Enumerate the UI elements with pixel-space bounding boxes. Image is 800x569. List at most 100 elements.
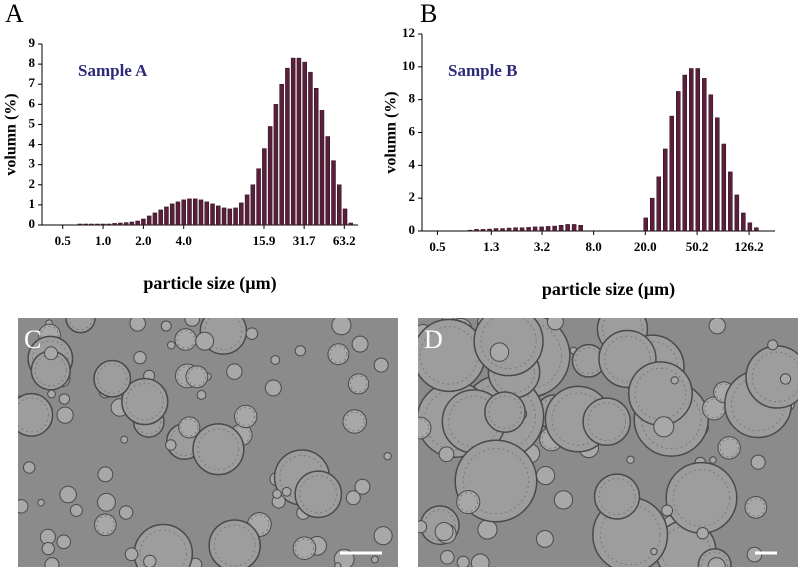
droplet [331, 318, 352, 336]
bar [682, 74, 688, 232]
droplet-inner [96, 515, 115, 534]
droplet [708, 318, 726, 335]
droplet [593, 473, 641, 520]
droplet [342, 409, 367, 434]
y-tick-label: 0 [409, 222, 416, 237]
bar [100, 223, 106, 226]
droplet-inner [458, 492, 478, 512]
annotation: Sample A [78, 61, 148, 80]
droplet [354, 478, 371, 495]
bar [141, 218, 146, 226]
droplet [18, 392, 54, 437]
bar [285, 67, 290, 226]
droplet-inner [34, 354, 67, 387]
bar [643, 217, 648, 232]
droplet [44, 557, 60, 567]
droplet [234, 404, 258, 429]
droplet [178, 416, 201, 439]
droplet-inner [294, 538, 315, 558]
bar [239, 202, 244, 226]
droplet-inner [701, 551, 729, 567]
droplet [779, 373, 792, 385]
bar [135, 220, 140, 226]
droplet [56, 534, 71, 550]
droplet [744, 495, 768, 519]
droplet [351, 335, 369, 353]
micrograph [18, 318, 398, 567]
bar [279, 83, 284, 226]
droplet-inner [139, 529, 188, 567]
droplet-inner [299, 475, 338, 514]
droplet [22, 461, 36, 474]
bar [552, 225, 557, 232]
droplet [226, 363, 243, 380]
droplet [650, 547, 658, 556]
droplet [93, 359, 132, 398]
y-tick-label: 2 [29, 176, 36, 191]
droplet [626, 455, 635, 464]
droplet [370, 555, 379, 564]
droplet [750, 454, 766, 470]
droplet [65, 318, 96, 334]
y-tick-label: 10 [402, 58, 415, 73]
bar [262, 148, 267, 226]
bar [106, 223, 112, 226]
bar [273, 104, 279, 226]
droplet-inner [180, 418, 199, 437]
y-tick-label: 6 [29, 95, 36, 110]
bar [331, 160, 336, 226]
x-tick-label: 4.0 [176, 233, 192, 248]
bar [152, 212, 158, 226]
y-tick-label: 2 [409, 189, 416, 204]
droplet [327, 343, 350, 366]
droplet [745, 345, 798, 409]
y-tick-label: 4 [409, 156, 416, 171]
droplet [665, 461, 738, 534]
bar [325, 136, 330, 226]
x-tick-label: 20.0 [634, 239, 657, 254]
droplet [264, 379, 282, 397]
droplet [553, 490, 574, 510]
droplet [746, 546, 763, 563]
x-tick-label: 50.2 [686, 239, 709, 254]
droplet-inner [249, 514, 270, 535]
bar [715, 117, 720, 232]
y-tick-label: 12 [402, 25, 415, 40]
x-tick-label: 8.0 [586, 239, 602, 254]
y-tick-label: 8 [409, 91, 416, 106]
bar [708, 94, 714, 232]
droplet [160, 320, 172, 332]
bar [545, 226, 551, 232]
droplet [484, 391, 526, 433]
droplet [470, 553, 490, 567]
bar [526, 227, 531, 232]
droplet [438, 446, 455, 463]
bar [493, 228, 499, 232]
droplet [97, 492, 116, 512]
y-tick-label: 7 [29, 75, 36, 90]
droplet [440, 549, 455, 565]
droplet [184, 318, 201, 327]
droplet [129, 318, 146, 332]
droplet [334, 562, 342, 567]
bar [313, 87, 319, 226]
droplet-inner [598, 478, 636, 515]
bar [467, 229, 473, 232]
droplet-inner [68, 318, 93, 331]
droplet-inner [197, 428, 240, 471]
bar [649, 197, 655, 232]
bar [308, 71, 313, 226]
bar [348, 222, 354, 226]
bar [146, 215, 152, 226]
bar [741, 212, 746, 232]
bar [565, 224, 570, 232]
droplet [124, 547, 139, 562]
droplet [670, 376, 679, 385]
droplet [661, 504, 674, 517]
bar [296, 57, 302, 226]
bar [663, 148, 668, 232]
droplet-inner [634, 367, 687, 420]
bar [532, 226, 538, 232]
droplet [767, 339, 779, 351]
